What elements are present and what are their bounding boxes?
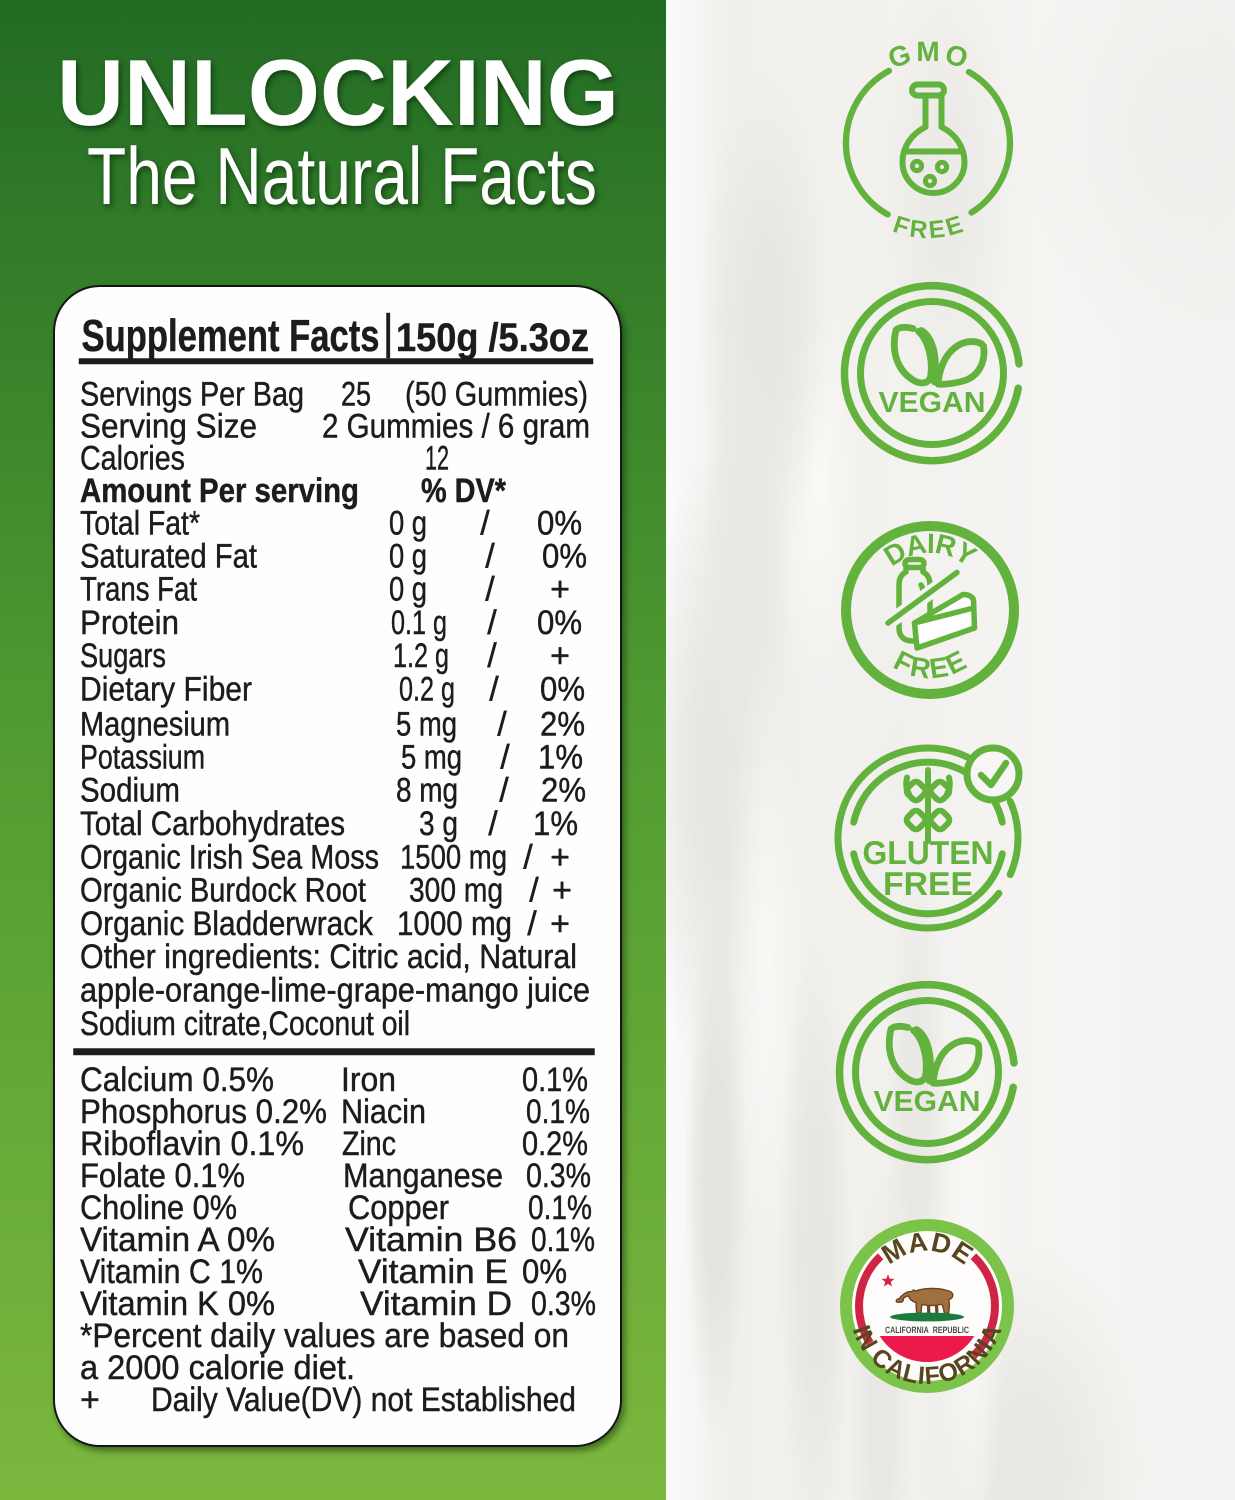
svg-text:Vitamin D: Vitamin D — [360, 1285, 512, 1323]
svg-text:*Percent daily values are base: *Percent daily values are based on — [80, 1317, 569, 1355]
svg-text:1%: 1% — [538, 739, 583, 777]
svg-text:0.1%: 0.1% — [528, 1189, 592, 1227]
svg-text:Total Carbohydrates: Total Carbohydrates — [80, 805, 345, 843]
svg-text:Phosphorus 0.2%: Phosphorus 0.2% — [80, 1093, 327, 1131]
svg-text:Amount Per serving: Amount Per serving — [80, 472, 359, 510]
svg-text:Organic Irish Sea Moss: Organic Irish Sea Moss — [80, 838, 379, 876]
svg-text:0.3%: 0.3% — [531, 1285, 596, 1323]
svg-text:0.1%: 0.1% — [531, 1221, 595, 1259]
svg-text:Magnesium: Magnesium — [80, 705, 230, 743]
svg-text:+: + — [552, 871, 572, 909]
svg-text:0%: 0% — [537, 505, 582, 543]
svg-text:5 mg: 5 mg — [401, 739, 462, 777]
svg-text:8 mg: 8 mg — [396, 772, 458, 810]
svg-text:300 mg: 300 mg — [409, 871, 503, 909]
svg-text:Other ingredients: Citric acid: Other ingredients: Citric acid, Natural — [80, 938, 577, 976]
svg-text:Iron: Iron — [341, 1061, 396, 1099]
svg-text:/: / — [488, 805, 498, 843]
svg-text:1%: 1% — [533, 805, 578, 843]
svg-text:/: / — [500, 739, 510, 777]
svg-text:/: / — [527, 905, 537, 943]
svg-text:Vitamin B6: Vitamin B6 — [345, 1221, 517, 1259]
svg-text:+: + — [550, 637, 570, 675]
svg-text:/: / — [499, 772, 509, 810]
svg-text:Sodium: Sodium — [80, 772, 180, 810]
svg-text:Niacin: Niacin — [341, 1093, 426, 1131]
svg-text:+: + — [550, 571, 570, 609]
svg-text:Calcium 0.5%: Calcium 0.5% — [80, 1061, 274, 1099]
svg-text:+: + — [550, 905, 570, 943]
svg-text:% DV*: % DV* — [421, 472, 507, 510]
svg-text:Calories: Calories — [80, 440, 185, 478]
svg-text:0.1 g: 0.1 g — [391, 604, 447, 642]
svg-text:Sodium citrate,Coconut oil: Sodium citrate,Coconut oil — [80, 1005, 410, 1043]
svg-text:UNLOCKING: UNLOCKING — [57, 40, 619, 145]
svg-text:12: 12 — [425, 440, 449, 478]
svg-text:0.2%: 0.2% — [522, 1125, 588, 1163]
svg-text:0.1%: 0.1% — [522, 1061, 588, 1099]
svg-text:Organic Burdock Root: Organic Burdock Root — [80, 871, 366, 909]
svg-text:/: / — [485, 538, 495, 576]
svg-text:0 g: 0 g — [389, 538, 427, 576]
svg-text:(50 Gummies): (50 Gummies) — [405, 376, 588, 414]
svg-text:Supplement Facts: Supplement Facts — [82, 310, 380, 361]
svg-text:25: 25 — [341, 376, 371, 414]
svg-text:/: / — [480, 505, 490, 543]
svg-text:0 g: 0 g — [389, 571, 427, 609]
svg-text:Folate 0.1%: Folate 0.1% — [80, 1157, 245, 1195]
svg-text:Dietary Fiber: Dietary Fiber — [80, 671, 252, 709]
svg-text:0%: 0% — [537, 604, 582, 642]
svg-text:Manganese: Manganese — [343, 1157, 503, 1195]
svg-text:/: / — [487, 604, 497, 642]
svg-text:Sugars: Sugars — [80, 637, 166, 675]
svg-text:1.2 g: 1.2 g — [393, 637, 449, 675]
svg-text:Potassium: Potassium — [80, 739, 205, 777]
svg-text:/: / — [497, 705, 507, 743]
svg-text:/: / — [487, 637, 497, 675]
svg-text:1000 mg: 1000 mg — [397, 905, 512, 943]
svg-text:apple-orange-lime-grape-mango: apple-orange-lime-grape-mango juice — [80, 972, 590, 1010]
svg-text:1500 mg: 1500 mg — [400, 838, 507, 876]
svg-text:Trans Fat: Trans Fat — [80, 571, 197, 609]
svg-text:Serving Size: Serving Size — [80, 408, 257, 446]
svg-text:0.2 g: 0.2 g — [399, 671, 455, 709]
svg-text:5 mg: 5 mg — [396, 705, 457, 743]
svg-text:3 g: 3 g — [419, 805, 458, 843]
svg-text:2%: 2% — [540, 705, 585, 743]
svg-text:Zinc: Zinc — [342, 1125, 396, 1163]
svg-text:Vitamin A 0%: Vitamin A 0% — [80, 1221, 275, 1259]
svg-text:Copper: Copper — [348, 1189, 449, 1227]
svg-text:150g /5.3oz: 150g /5.3oz — [396, 316, 589, 360]
svg-text:/: / — [489, 671, 499, 709]
svg-text:The Natural Facts: The Natural Facts — [87, 132, 597, 222]
svg-text:Saturated Fat: Saturated Fat — [80, 538, 257, 576]
svg-text:Servings Per Bag: Servings Per Bag — [80, 376, 304, 414]
svg-text:0%: 0% — [522, 1253, 567, 1291]
svg-text:2 Gummies / 6 gram: 2 Gummies / 6 gram — [322, 408, 590, 446]
svg-text:0%: 0% — [542, 538, 587, 576]
svg-text:Vitamin E: Vitamin E — [358, 1253, 508, 1291]
svg-text:/: / — [523, 838, 533, 876]
svg-text:a 2000 calorie diet.: a 2000 calorie diet. — [80, 1349, 355, 1387]
svg-text:Total Fat*: Total Fat* — [80, 505, 200, 543]
svg-text:0.3%: 0.3% — [526, 1157, 591, 1195]
svg-text:Vitamin C 1%: Vitamin C 1% — [80, 1253, 263, 1291]
svg-text:Organic Bladderwrack: Organic Bladderwrack — [80, 905, 374, 943]
svg-text:+: + — [550, 838, 570, 876]
svg-text:Riboflavin 0.1%: Riboflavin 0.1% — [80, 1125, 304, 1163]
svg-text:Daily Value(DV) not Establishe: Daily Value(DV) not Established — [151, 1381, 576, 1419]
svg-text:0 g: 0 g — [389, 505, 427, 543]
svg-text:+: + — [80, 1381, 100, 1419]
svg-text:Protein: Protein — [80, 604, 179, 642]
svg-text:Choline 0%: Choline 0% — [80, 1189, 237, 1227]
svg-text:Vitamin K 0%: Vitamin K 0% — [80, 1285, 275, 1323]
svg-text:/: / — [529, 871, 539, 909]
svg-text:2%: 2% — [541, 772, 586, 810]
svg-text:0.1%: 0.1% — [526, 1093, 590, 1131]
svg-text:0%: 0% — [540, 671, 585, 709]
svg-text:/: / — [485, 571, 495, 609]
